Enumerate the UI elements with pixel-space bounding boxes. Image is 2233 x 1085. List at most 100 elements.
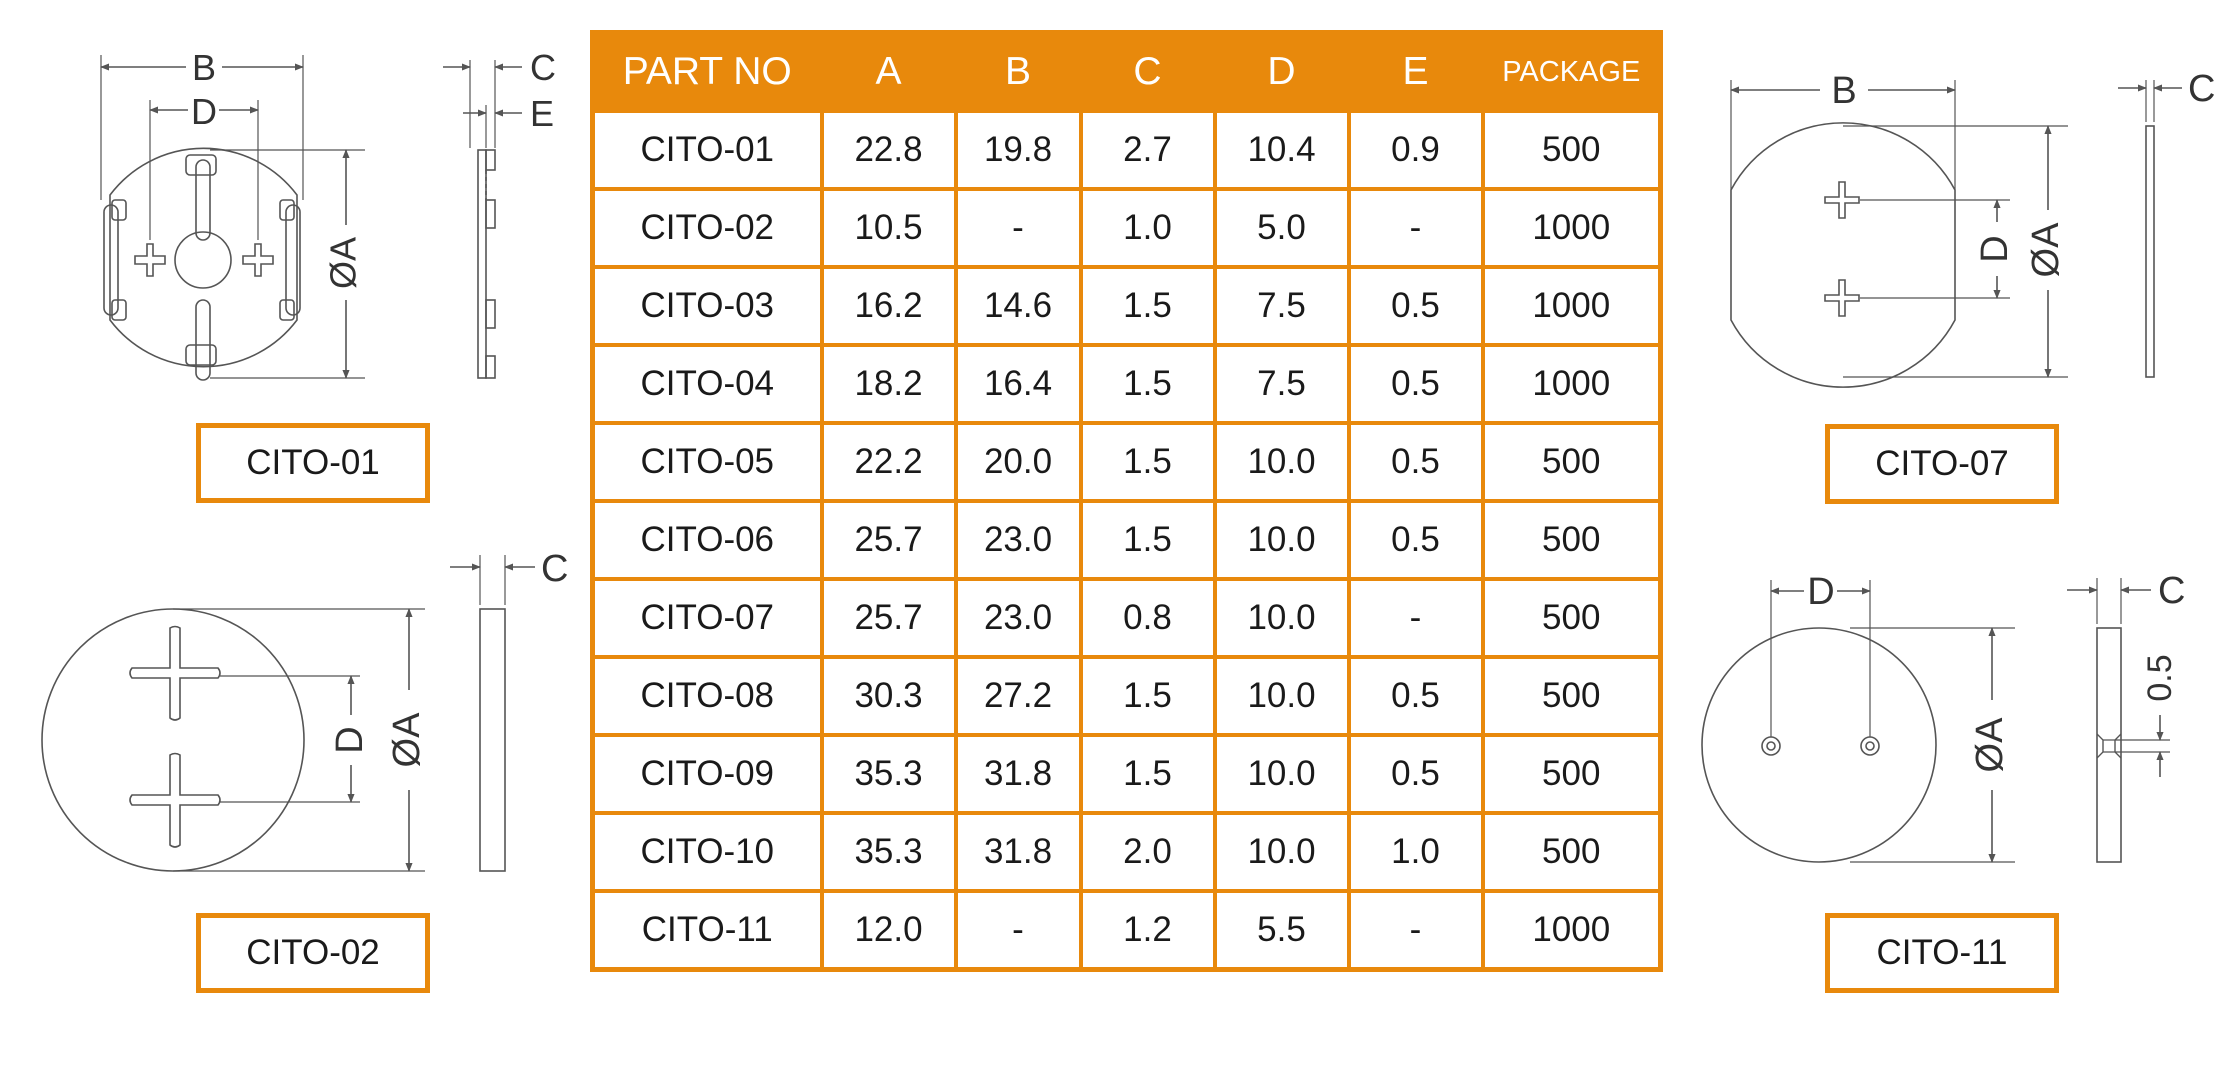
cell-b: 23.0 <box>953 499 1083 581</box>
cell-a: 35.3 <box>819 811 958 893</box>
cell-d: 10.0 <box>1212 655 1351 737</box>
spec-table: PART NO A B C D E PACKAGE CITO-01 22.8 19.… <box>590 30 1663 972</box>
cell-package: 500 <box>1480 109 1663 191</box>
header-a: A <box>819 32 958 111</box>
cell-part-no: CITO-08 <box>590 655 824 737</box>
cito-01-side-view <box>443 60 522 379</box>
cell-part-no: CITO-07 <box>590 577 824 659</box>
cito-01-dim-b: B <box>192 47 216 88</box>
cell-d: 10.0 <box>1212 421 1351 503</box>
cito-02-top-view <box>41 608 425 872</box>
cell-d: 10.0 <box>1212 577 1351 659</box>
part-label-cito-11: CITO-11 <box>1825 913 2059 993</box>
cell-b: - <box>953 889 1083 972</box>
spec-table-container: PART NO A B C D E PACKAGE CITO-01 22.8 19.… <box>590 30 1663 972</box>
cell-package: 1000 <box>1480 187 1663 269</box>
cito-01-dim-c: C <box>530 47 556 88</box>
cell-b: 20.0 <box>953 421 1083 503</box>
table-body: CITO-01 22.8 19.8 2.7 10.4 0.9 500 CITO-02 10.5-… <box>590 109 1663 972</box>
cell-package: 1000 <box>1480 343 1663 425</box>
header-part-no: PART NO <box>590 32 824 111</box>
cell-part-no: CITO-02 <box>590 187 824 269</box>
cito-02-dim-d: D <box>329 726 371 753</box>
cito-07-dim-c: C <box>2188 68 2215 110</box>
cell-d: 5.0 <box>1212 187 1351 269</box>
cell-d: 10.0 <box>1212 733 1351 815</box>
table-row: CITO-09 35.3 31.8 1.5 10.0 0.5 500 <box>590 733 1663 815</box>
cell-d: 5.5 <box>1212 889 1351 972</box>
cito-11-dim-a: ØA <box>1969 717 2011 773</box>
cell-d: 7.5 <box>1212 343 1351 425</box>
cell-c: 1.5 <box>1078 265 1217 347</box>
cito-01-top-view <box>100 55 365 381</box>
cell-package: 500 <box>1480 655 1663 737</box>
cito-11-dim-groove: 0.5 <box>2141 654 2179 701</box>
cell-e: 0.5 <box>1346 343 1485 425</box>
cell-a: 22.2 <box>819 421 958 503</box>
cell-part-no: CITO-11 <box>590 889 824 972</box>
drawing-cito-01 <box>100 55 522 381</box>
cell-e: 0.5 <box>1346 655 1485 737</box>
cell-d: 10.0 <box>1212 811 1351 893</box>
drawing-cito-02 <box>41 555 535 872</box>
part-label-cito-02: CITO-02 <box>196 913 430 993</box>
drawing-cito-11 <box>1701 578 2170 863</box>
cell-b: 19.8 <box>953 109 1083 191</box>
cell-e: - <box>1346 187 1485 269</box>
cell-part-no: CITO-04 <box>590 343 824 425</box>
cito-11-side-view <box>2067 578 2170 863</box>
table-row: CITO-04 18.2 16.4 1.5 7.5 0.5 1000 <box>590 343 1663 425</box>
cell-e: 0.5 <box>1346 499 1485 581</box>
cell-part-no: CITO-10 <box>590 811 824 893</box>
cell-d: 7.5 <box>1212 265 1351 347</box>
cell-e: 0.9 <box>1346 109 1485 191</box>
cito-01-dim-e: E <box>530 93 554 134</box>
cell-b: 31.8 <box>953 733 1083 815</box>
header-b: B <box>953 32 1083 111</box>
cell-part-no: CITO-03 <box>590 265 824 347</box>
table-row: CITO-08 30.3 27.2 1.5 10.0 0.5 500 <box>590 655 1663 737</box>
cell-c: 1.5 <box>1078 733 1217 815</box>
cito-02-dim-a: ØA <box>386 712 428 768</box>
cito-02-side-view <box>450 555 535 872</box>
table-row: CITO-06 25.7 23.0 1.5 10.0 0.5 500 <box>590 499 1663 581</box>
cell-c: 1.5 <box>1078 655 1217 737</box>
drawing-cito-07 <box>1730 80 2182 388</box>
cell-b: 14.6 <box>953 265 1083 347</box>
cell-part-no: CITO-09 <box>590 733 824 815</box>
table-header-row: PART NO A B C D E PACKAGE <box>590 32 1663 111</box>
cell-package: 1000 <box>1480 889 1663 972</box>
cito-07-dim-a: ØA <box>2025 222 2067 278</box>
cell-part-no: CITO-01 <box>590 109 824 191</box>
cell-package: 500 <box>1480 577 1663 659</box>
cell-c: 1.0 <box>1078 187 1217 269</box>
cell-c: 2.7 <box>1078 109 1217 191</box>
cito-01-dim-a: ØA <box>323 237 364 289</box>
cell-a: 25.7 <box>819 499 958 581</box>
cell-c: 1.5 <box>1078 343 1217 425</box>
cito-07-top-view <box>1730 80 2068 388</box>
cell-a: 25.7 <box>819 577 958 659</box>
table-row: CITO-07 25.7 23.0 0.8 10.0-500 <box>590 577 1663 659</box>
cell-b: 31.8 <box>953 811 1083 893</box>
cell-a: 12.0 <box>819 889 958 972</box>
cell-package: 500 <box>1480 811 1663 893</box>
cell-a: 35.3 <box>819 733 958 815</box>
cell-part-no: CITO-05 <box>590 421 824 503</box>
cell-part-no: CITO-06 <box>590 499 824 581</box>
header-c: C <box>1078 32 1217 111</box>
table-row: CITO-05 22.2 20.0 1.5 10.0 0.5 500 <box>590 421 1663 503</box>
cell-e: - <box>1346 889 1485 972</box>
cito-11-dim-d: D <box>1807 571 1834 613</box>
cell-a: 22.8 <box>819 109 958 191</box>
part-label-cito-01: CITO-01 <box>196 423 430 503</box>
table-row: CITO-03 16.2 14.6 1.5 7.5 0.5 1000 <box>590 265 1663 347</box>
cito-07-dim-b: B <box>1831 70 1856 112</box>
cell-a: 10.5 <box>819 187 958 269</box>
cell-package: 500 <box>1480 421 1663 503</box>
cell-e: 0.5 <box>1346 733 1485 815</box>
cell-d: 10.4 <box>1212 109 1351 191</box>
cell-package: 500 <box>1480 733 1663 815</box>
cell-c: 1.5 <box>1078 499 1217 581</box>
cell-package: 500 <box>1480 499 1663 581</box>
